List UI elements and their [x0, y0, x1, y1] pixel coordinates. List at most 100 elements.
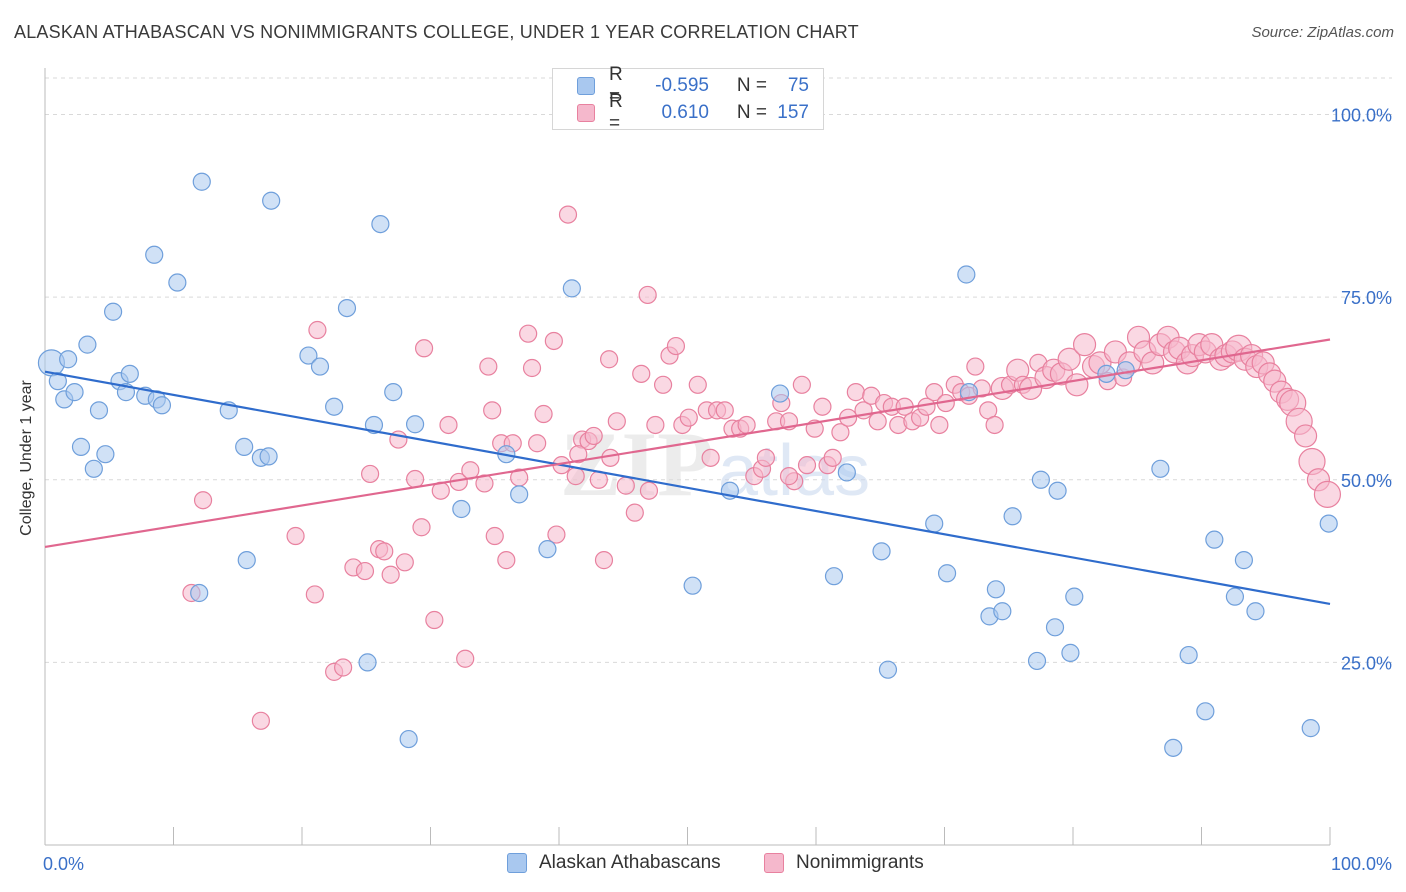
nonimmigrants-point [1057, 347, 1081, 371]
legend-label: Alaskan Athabascans [539, 852, 721, 873]
athabascan-point [235, 437, 254, 456]
nonimmigrants-point [779, 467, 799, 486]
nonimmigrants-point [600, 350, 619, 369]
nonimmigrants-point [601, 448, 620, 467]
n-label: N = [736, 102, 767, 123]
nonimmigrants-point [497, 551, 516, 570]
athabascan-point [1319, 514, 1338, 533]
athabascan-point [824, 567, 844, 586]
nonimmigrants-point [251, 711, 270, 730]
legend-swatch-blue [507, 853, 527, 873]
trend-lines [44, 338, 1331, 606]
nonimmigrants-point [334, 658, 353, 677]
nonimmigrants-point [381, 565, 400, 584]
nonimmigrants-point [405, 469, 425, 489]
athabascan-point [96, 445, 115, 464]
athabascan-point [89, 401, 109, 420]
athabascan-points [37, 172, 1338, 757]
athabascan-point [878, 660, 898, 679]
source-label: Source: ZipAtlas.com [1251, 24, 1394, 41]
stats-legend: R = -0.595 N = 75 R = 0.610 N = 157 [552, 64, 824, 134]
athabascan-point [1196, 702, 1215, 721]
nonimmigrants-point [823, 448, 842, 467]
athabascan-point [65, 383, 84, 402]
nonimmigrants-point [439, 415, 458, 435]
athabascan-point [237, 551, 256, 570]
y-tick-label: 50.0% [1341, 471, 1392, 491]
athabascan-point [770, 384, 790, 403]
nonimmigrants-point [792, 375, 811, 394]
legend-swatch-pink [577, 104, 595, 122]
nonimmigrants-point [193, 491, 213, 510]
n-label: N = [736, 75, 767, 96]
athabascan-point [71, 437, 91, 456]
nonimmigrants-point [528, 434, 547, 453]
athabascan-point [364, 415, 384, 435]
nonimmigrants-point [534, 404, 553, 424]
athabascan-point [872, 542, 891, 561]
nonimmigrants-point [846, 383, 865, 402]
nonimmigrants-point [679, 408, 698, 427]
nonimmigrants-point [831, 423, 850, 442]
athabascan-point [1179, 645, 1198, 665]
legend-label: Nonimmigrants [796, 852, 924, 873]
athabascan-point [59, 350, 78, 369]
chart-title: ALASKAN ATHABASCAN VS NONIMMIGRANTS COLL… [14, 22, 859, 42]
nonimmigrants-point [639, 481, 659, 500]
athabascan-point [452, 499, 471, 519]
nonimmigrants-point [483, 401, 502, 420]
athabascan-point [993, 602, 1012, 621]
legend-swatch-pink [764, 853, 784, 873]
athabascan-point [538, 540, 557, 559]
athabascan-point [1234, 551, 1254, 570]
nonimmigrants-point [868, 412, 887, 431]
athabascan-point [337, 299, 357, 318]
x-tick-label: 0.0% [43, 854, 84, 874]
x-tick-label: 100.0% [1331, 854, 1392, 874]
athabascan-point [1164, 738, 1183, 757]
athabascan-point [371, 214, 390, 234]
athabascan-point [145, 245, 164, 264]
athabascan-point [1061, 643, 1080, 662]
nonimmigrants-point [632, 364, 651, 383]
y-tick-label: 100.0% [1331, 106, 1392, 126]
legend-swatch-blue [577, 77, 595, 95]
n-value: 75 [787, 75, 809, 96]
athabascan-point [104, 302, 123, 321]
nonimmigrants-point [355, 561, 375, 581]
nonimmigrants-point [594, 551, 614, 570]
athabascan-point [190, 583, 209, 603]
nonimmigrants-point [616, 476, 635, 495]
athabascan-point [325, 397, 344, 416]
athabascan-point [986, 580, 1006, 599]
nonimmigrants-point [813, 397, 832, 416]
legend-item-athabascans[interactable]: Alaskan Athabascans [507, 852, 721, 874]
athabascan-point [1225, 587, 1245, 606]
athabascan-point [1048, 481, 1067, 500]
athabascan-point [1003, 507, 1022, 526]
athabascan-point [384, 383, 403, 402]
nonimmigrants-point [1313, 480, 1342, 508]
legend-item-nonimmigrants[interactable]: Nonimmigrants [764, 852, 924, 874]
nonimmigrants-point [666, 336, 686, 356]
athabascan-point [192, 172, 211, 191]
y-tick-label: 75.0% [1341, 288, 1392, 308]
athabascan-point [683, 576, 702, 595]
athabascan-point [48, 372, 67, 391]
y-tick-label: 25.0% [1341, 653, 1392, 673]
tick-labels: 25.0% 50.0% 75.0% 100.0% 0.0% 100.0% [43, 106, 1392, 874]
athabascan-point [299, 346, 318, 365]
nonimmigrants-point [485, 526, 504, 546]
nonimmigrants-point [522, 358, 542, 378]
nonimmigrants-point [1065, 373, 1089, 397]
nonimmigrants-point [395, 553, 414, 572]
r-value: -0.595 [655, 75, 709, 96]
athabascan-point [957, 265, 976, 284]
athabascan-trend-line [44, 370, 1331, 606]
nonimmigrants-trend-line [44, 338, 1331, 549]
nonimmigrants-point [569, 445, 588, 464]
stats-row-athabascan: R = -0.595 N = 75 [577, 64, 809, 107]
athabascan-point [837, 463, 856, 482]
y-axis-label: College, Under 1 year [18, 380, 35, 536]
